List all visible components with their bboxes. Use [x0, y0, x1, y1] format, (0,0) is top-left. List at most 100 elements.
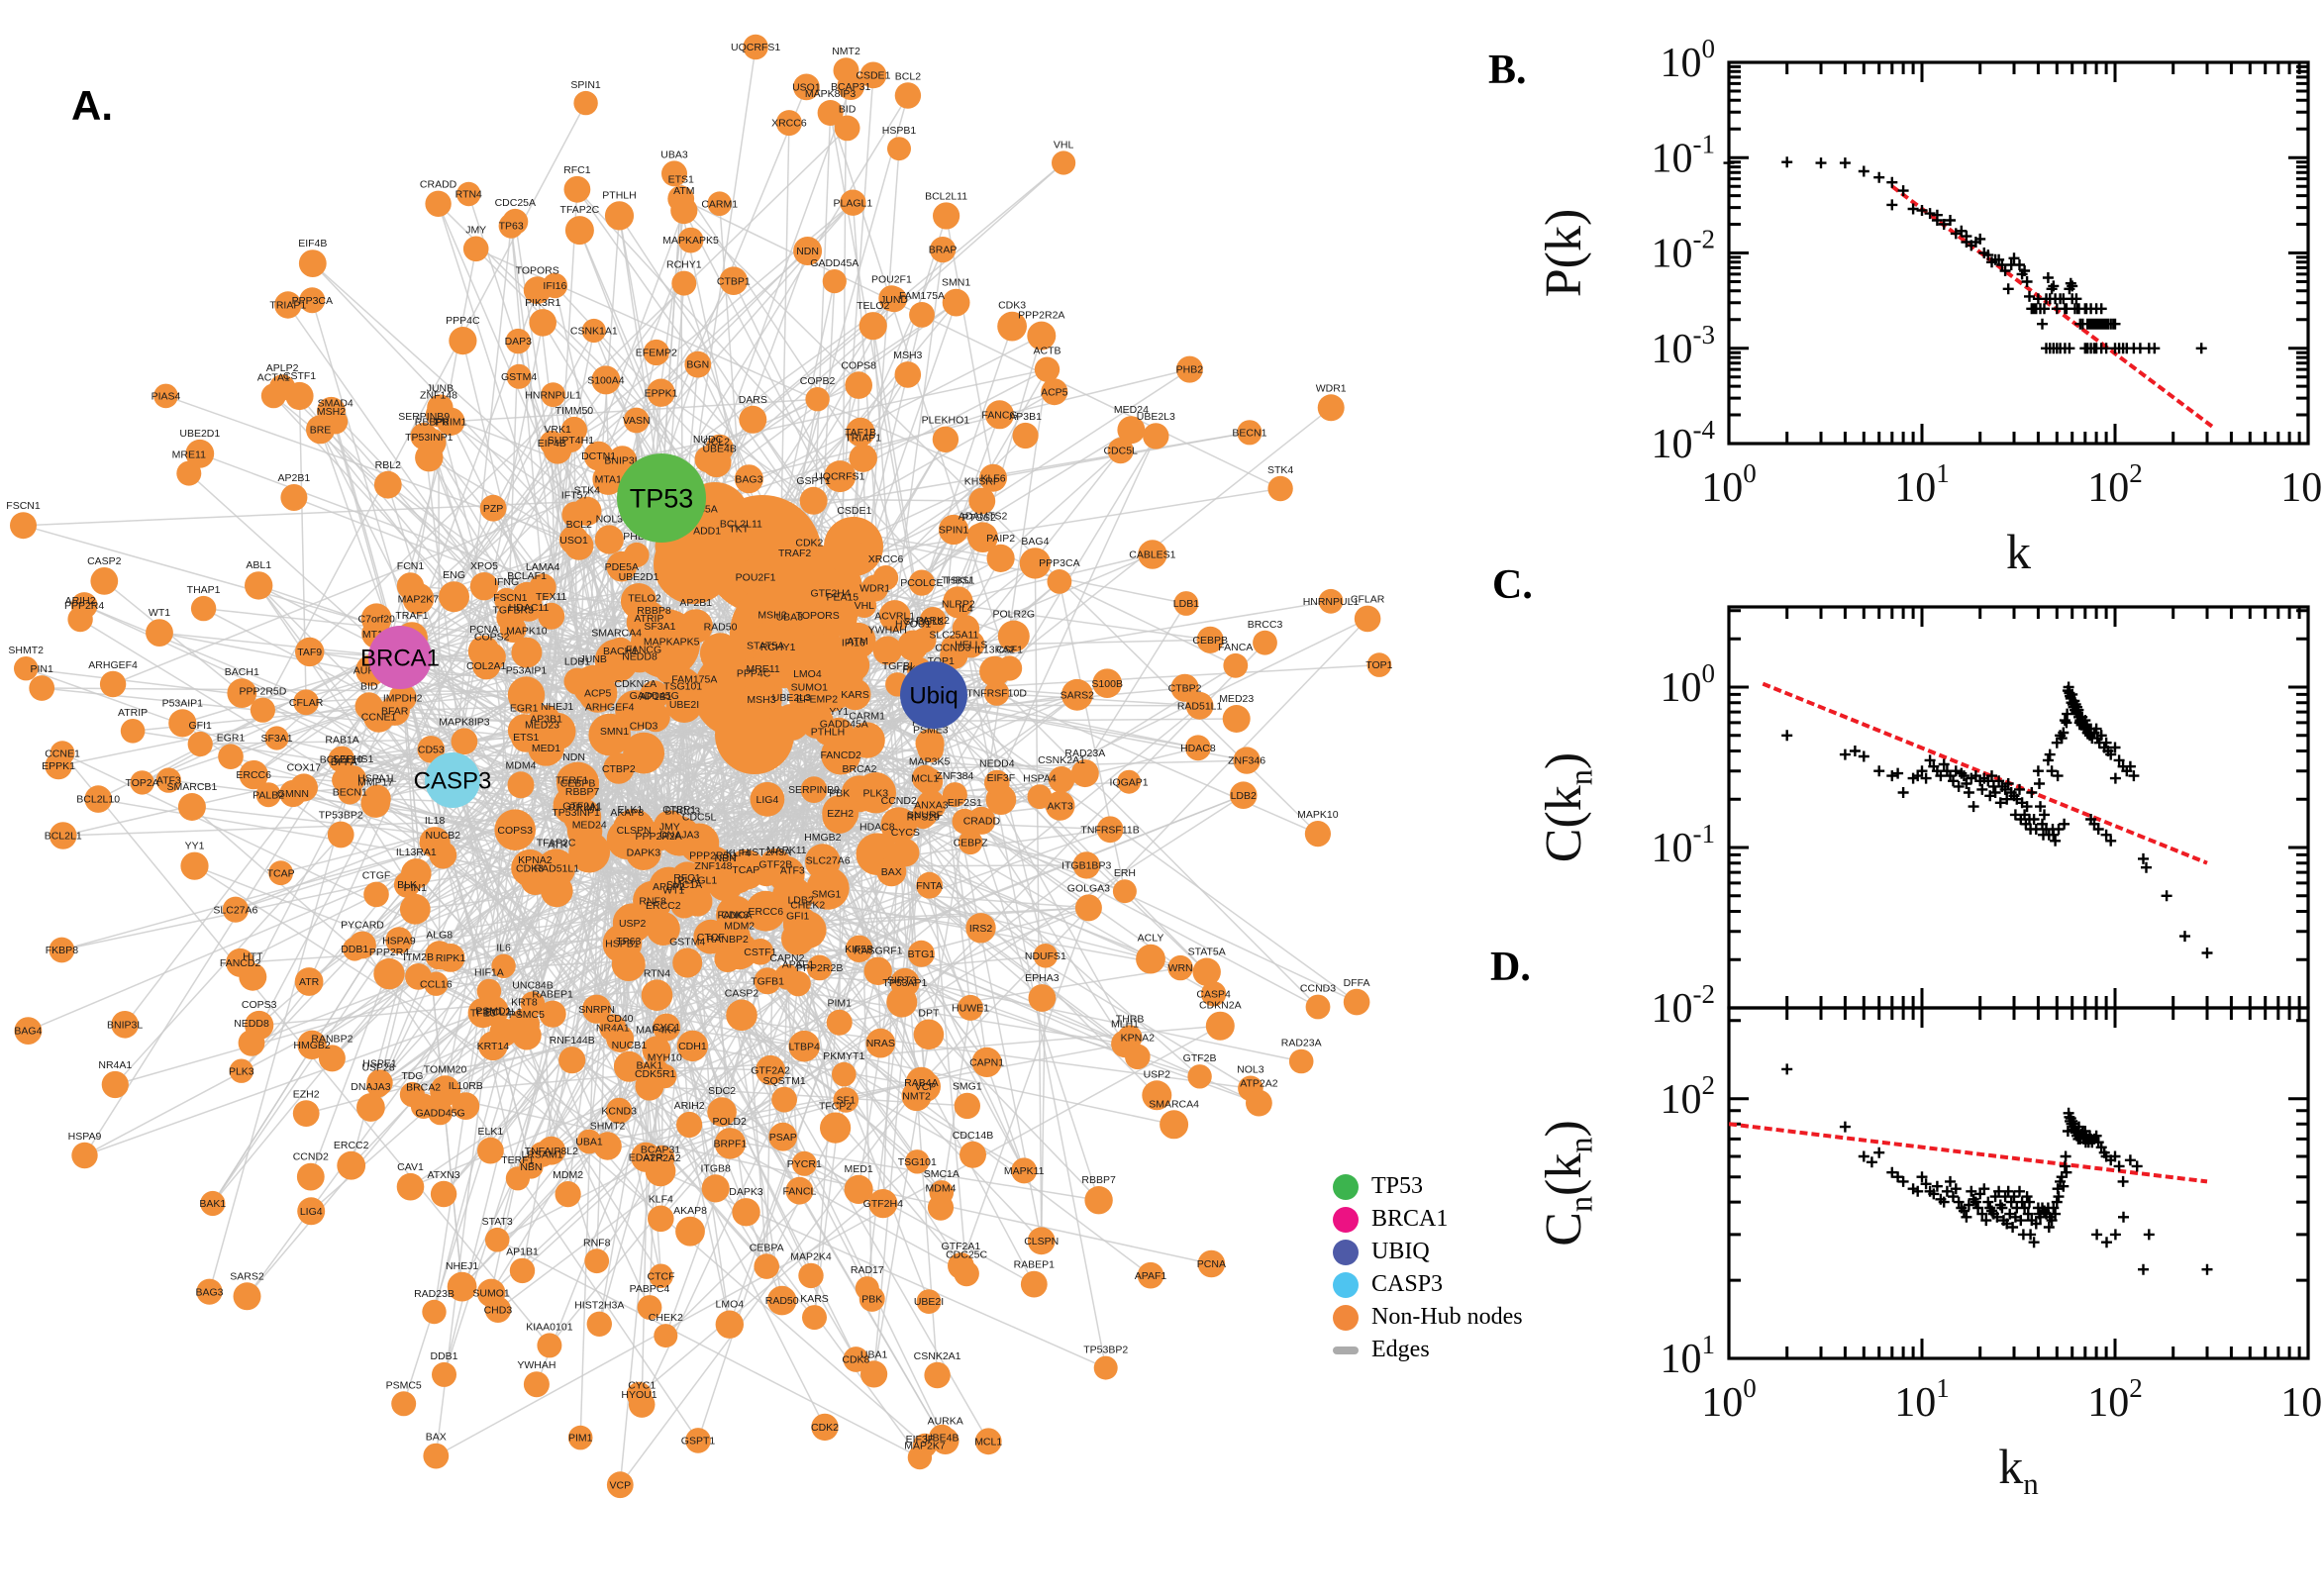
network-node-label: MCL1 — [974, 1436, 1002, 1447]
network-node-label: TP63 — [499, 221, 524, 233]
network-node-label: RASGRF1 — [854, 946, 903, 957]
network-node — [514, 593, 544, 622]
network-node — [586, 1311, 612, 1338]
network-node-label: HIST2H3A — [742, 847, 791, 858]
network-node-label: CDC25C — [946, 1249, 987, 1261]
network-node-label: MED23 — [525, 719, 559, 731]
network-node-label: TIMM50 — [556, 405, 594, 417]
network-node-label: SH3GL2 — [904, 616, 944, 628]
network-node-label: GTF2B — [1183, 1052, 1217, 1064]
network-node-label: RFC1 — [563, 164, 591, 176]
network-node — [954, 1092, 980, 1120]
network-node-label: AP3B1 — [1009, 411, 1042, 423]
network-node-label: PIM1 — [568, 1433, 593, 1445]
network-node-label: DNAJA3 — [351, 1081, 390, 1093]
network-node-label: RCHY1 — [760, 642, 796, 653]
network-edge — [813, 500, 1319, 1008]
network-node-label: CASP4 — [1196, 988, 1231, 1000]
network-node-label: YY1 — [185, 841, 205, 852]
network-node — [1192, 957, 1221, 986]
network-node-label: VRK1 — [544, 424, 571, 436]
network-node-label: RAD50 — [765, 1295, 799, 1307]
network-node-label: TAF1B — [845, 427, 876, 439]
network-node-label: IFT57 — [561, 490, 589, 502]
network-node-label: RFC1 — [673, 872, 701, 884]
network-node-label: CTCF — [697, 932, 725, 944]
panel-D-xtick-label: 102 — [2087, 1373, 2143, 1426]
network-node — [860, 1360, 888, 1388]
network-node-label: DNAJA3 — [659, 830, 699, 842]
network-node-label: GTF2B — [758, 859, 792, 871]
network-node — [1092, 668, 1122, 698]
network-node-label: GTF2H4 — [863, 1198, 903, 1210]
network-node-label: GADD45A — [810, 257, 858, 269]
network-node — [1074, 894, 1102, 922]
network-node-label: CHD3 — [484, 1304, 513, 1316]
panel-B-frame — [1727, 60, 2310, 446]
network-node — [944, 589, 973, 619]
network-node-label: KARS — [841, 689, 869, 701]
network-node — [592, 463, 625, 495]
network-node — [929, 1424, 956, 1451]
network-edge — [528, 487, 1281, 609]
network-node — [602, 924, 643, 963]
network-node-label: EIF3F — [906, 1434, 935, 1446]
network-edge — [659, 280, 735, 394]
network-node — [1317, 394, 1345, 422]
network-node — [168, 709, 197, 738]
network-node-label: KCND3 — [601, 1106, 637, 1118]
network-node-label: SMARCA4 — [591, 628, 642, 640]
network-node-label: CLSPN — [617, 825, 652, 837]
network-node — [887, 137, 911, 161]
network-node — [840, 189, 866, 216]
network-node — [798, 1262, 824, 1289]
network-edge — [980, 369, 1049, 822]
network-node-label: PYCR1 — [787, 1158, 822, 1170]
network-node — [330, 746, 354, 770]
network-node — [268, 860, 293, 886]
network-node-label: HIF1A — [474, 967, 504, 979]
network-node-label: ATP2A2 — [1240, 1078, 1277, 1090]
network-node — [499, 616, 527, 643]
panel-B-xtick-label: 100 — [1701, 458, 1757, 511]
network-node-label: ATR — [548, 840, 568, 851]
network-node — [1288, 1048, 1314, 1074]
network-node-label: PDE5A — [605, 561, 639, 573]
network-node — [1246, 1089, 1272, 1117]
network-node-label: KLF4 — [649, 1194, 673, 1206]
network-node — [672, 948, 703, 978]
panel-C-ytick-label: 10-2 — [1652, 979, 1716, 1032]
network-node-label: AP2B1 — [278, 472, 311, 484]
network-node — [478, 995, 509, 1027]
network-node-label: MDM2 — [553, 1169, 583, 1181]
network-node — [424, 971, 449, 996]
network-node-label: HSPA1L — [357, 773, 397, 785]
network-node-label: NUCB1 — [612, 1040, 648, 1051]
network-node-label: EGR1 — [510, 702, 539, 714]
network-node-label: MAPK10 — [506, 626, 548, 638]
network-node — [858, 1285, 885, 1312]
network-node-label: BCL2L1 — [485, 1006, 523, 1018]
network-node-label: LIG4 — [757, 794, 779, 806]
network-node — [824, 460, 857, 493]
network-edge — [918, 600, 1332, 670]
network-node — [675, 1216, 705, 1247]
panel-C-frame — [1727, 605, 2310, 1010]
core-cluster-blob — [824, 517, 883, 576]
network-node — [146, 619, 173, 647]
network-node-label: RAD23A — [1281, 1038, 1322, 1049]
network-node-label: CCND2 — [881, 795, 917, 807]
network-edge — [665, 1026, 805, 1047]
network-node — [264, 726, 289, 750]
network-node — [793, 670, 826, 704]
network-edge — [769, 436, 1157, 1071]
network-node — [613, 1050, 645, 1082]
network-node — [1267, 475, 1293, 502]
network-node — [767, 855, 805, 893]
network-node — [1205, 1011, 1235, 1041]
network-node-label: JUND — [880, 294, 908, 306]
network-node — [582, 994, 612, 1024]
network-node — [70, 592, 98, 619]
network-node-label: MSH3 — [747, 694, 775, 706]
